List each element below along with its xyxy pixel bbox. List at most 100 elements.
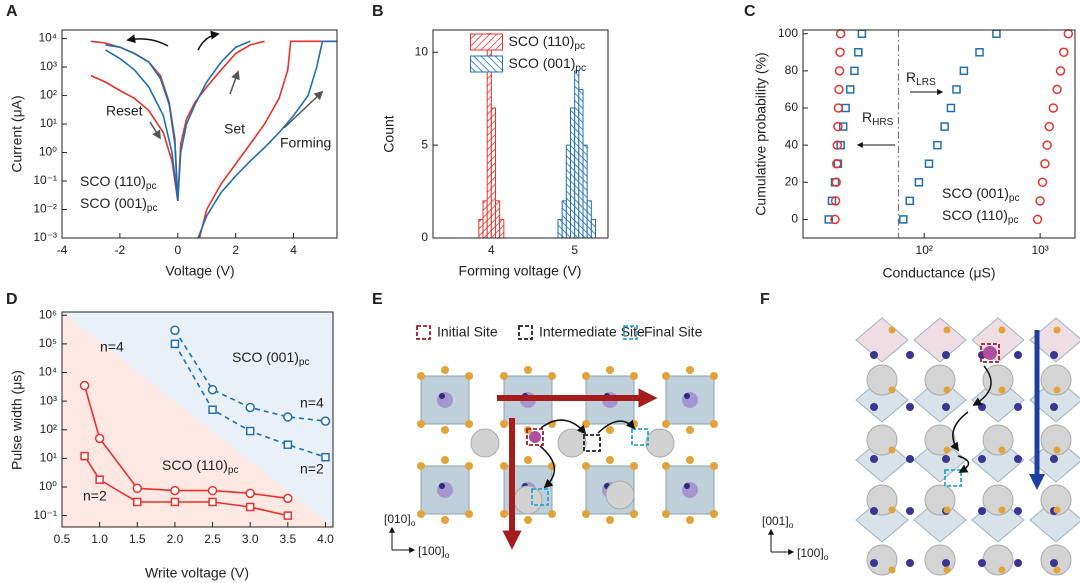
oxygen xyxy=(998,506,1006,514)
cation xyxy=(1014,403,1022,411)
oxygen xyxy=(998,326,1006,334)
oxygen xyxy=(943,386,951,394)
arrow xyxy=(283,90,324,129)
bar xyxy=(478,218,484,239)
cation xyxy=(682,392,698,408)
x-axis-title: Voltage (V) xyxy=(165,263,234,279)
point xyxy=(827,196,837,206)
cation xyxy=(1050,559,1058,567)
series-label: n=4 xyxy=(100,339,124,355)
cation-core xyxy=(684,393,690,399)
oxygen xyxy=(465,372,473,380)
annotation: Reset xyxy=(106,103,143,119)
point xyxy=(835,47,845,58)
cation xyxy=(978,403,986,411)
point xyxy=(80,451,89,461)
oxygen xyxy=(417,462,425,470)
bar xyxy=(490,107,497,239)
oxygen xyxy=(606,366,614,374)
point xyxy=(320,416,331,426)
point xyxy=(952,85,961,94)
x-tick-label: -2 xyxy=(115,243,126,257)
point xyxy=(832,158,842,169)
point xyxy=(845,85,855,94)
point xyxy=(832,140,843,150)
bar xyxy=(495,200,501,239)
point xyxy=(946,103,956,113)
oxygen xyxy=(582,372,590,380)
annotation: SCO (001)pc xyxy=(232,349,310,368)
oxygen xyxy=(465,420,473,428)
plot-frame xyxy=(432,29,609,239)
cation xyxy=(1014,351,1022,359)
axis-label: [001]o xyxy=(762,514,794,530)
x-tick-label: 10³ xyxy=(1031,243,1048,257)
legend-label: Initial Site xyxy=(437,324,498,340)
cation xyxy=(682,482,698,498)
y-tick-label: 10⁴ xyxy=(38,365,57,379)
y-tick-label: 10 xyxy=(415,44,429,58)
point xyxy=(208,405,217,414)
x-tick-label: 2.5 xyxy=(204,532,221,546)
cation xyxy=(870,455,878,463)
point xyxy=(170,325,180,335)
annotation: Set xyxy=(224,121,245,137)
y-axis-title: Cumulative probability (%) xyxy=(753,52,769,215)
cation xyxy=(437,482,453,498)
y-tick-label: 20 xyxy=(785,174,799,188)
bar xyxy=(565,144,571,239)
point xyxy=(1055,66,1066,76)
point xyxy=(830,196,841,206)
oxygen xyxy=(582,510,590,518)
annotation: SCO (110)pc xyxy=(162,457,239,476)
cation xyxy=(1050,351,1058,359)
sphere xyxy=(513,485,543,515)
oxygen xyxy=(465,462,473,470)
x-tick-label: 10² xyxy=(916,243,933,257)
legend-label: Intermediate Site xyxy=(539,324,645,340)
oxygen xyxy=(943,566,951,574)
axis-label: [010]o xyxy=(384,512,416,528)
y-tick-label: 0 xyxy=(421,230,428,244)
point xyxy=(899,215,908,224)
point xyxy=(1044,121,1055,132)
oxygen xyxy=(500,372,508,380)
point xyxy=(283,412,293,422)
point xyxy=(1035,196,1045,206)
oxygen xyxy=(548,510,556,518)
oxygen xyxy=(943,326,951,334)
oxygen xyxy=(1053,326,1061,334)
oxygen xyxy=(524,516,532,524)
y-tick-label: 0 xyxy=(791,212,798,226)
x-tick-label: 1.5 xyxy=(129,532,146,546)
point xyxy=(959,66,969,76)
bar xyxy=(499,218,505,239)
oxygen xyxy=(582,462,590,470)
sphere xyxy=(982,424,1014,456)
oxygen xyxy=(606,456,614,464)
panel-letter: A xyxy=(6,3,18,20)
point xyxy=(854,48,863,57)
oxygen xyxy=(630,510,638,518)
point xyxy=(245,402,255,413)
site-marker xyxy=(944,469,962,487)
oxygen xyxy=(662,510,670,518)
point xyxy=(838,122,848,131)
point xyxy=(245,502,255,512)
bar xyxy=(570,107,576,239)
x-tick-label: -4 xyxy=(57,243,68,257)
cation xyxy=(870,507,878,515)
y-tick-label: 10⁻¹ xyxy=(33,508,57,522)
y-tick-label: 10⁴ xyxy=(38,31,57,45)
bar xyxy=(574,70,580,239)
sphere xyxy=(605,480,635,510)
octahedron xyxy=(971,377,1025,423)
x-tick-label: 4.0 xyxy=(317,532,334,546)
y-tick-label: 10⁻² xyxy=(33,202,57,216)
point xyxy=(834,66,845,76)
y-tick-label: 10⁵ xyxy=(39,336,57,350)
y-tick-label: 10³ xyxy=(40,393,57,407)
point xyxy=(830,214,840,225)
oxygen xyxy=(710,372,718,380)
